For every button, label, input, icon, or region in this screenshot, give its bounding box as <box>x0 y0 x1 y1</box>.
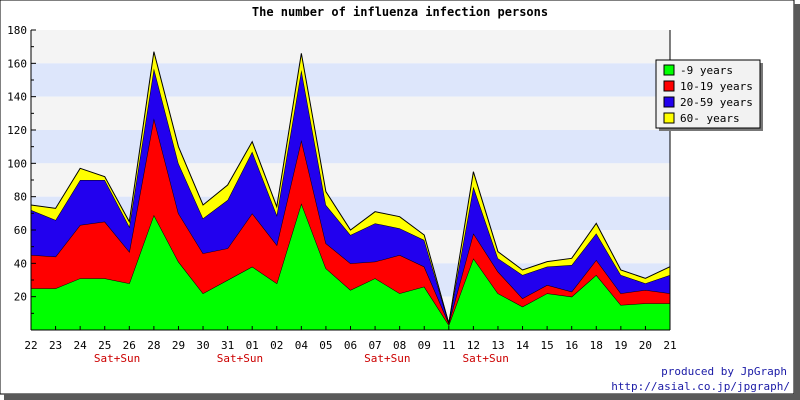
legend-swatch <box>663 96 675 108</box>
x-tick-label: 20 <box>639 339 652 352</box>
x-tick-label: 05 <box>319 339 332 352</box>
legend-swatch <box>663 64 675 76</box>
x-tick-label: 11 <box>442 339 455 352</box>
x-tick-label: 25 <box>98 339 111 352</box>
frame-shadow-bottom <box>4 394 800 400</box>
x-tick-label: 19 <box>614 339 627 352</box>
legend: -9 years 10-19 years 20-59 years 60- years <box>655 59 763 131</box>
y-tick-label: 20 <box>14 291 27 304</box>
x-tick-label: 29 <box>172 339 185 352</box>
frame-shadow-right <box>794 4 800 400</box>
x-tick-label: 08 <box>393 339 406 352</box>
series-line-3 <box>30 51 671 324</box>
y-tick-label: 140 <box>7 91 27 104</box>
x-tick-label: 21 <box>663 339 676 352</box>
grid-band <box>31 30 670 64</box>
legend-entry: 60- years <box>680 112 740 125</box>
x-tick-label: 22 <box>24 339 37 352</box>
x-tick-label: 16 <box>565 339 578 352</box>
weekend-label: Sat+Sun <box>462 352 508 365</box>
y-tick-label: 120 <box>7 124 27 137</box>
legend-entry: 10-19 years <box>680 80 753 93</box>
x-tick-label: 01 <box>246 339 259 352</box>
y-tick-label: 60 <box>14 224 27 237</box>
grid-band <box>31 63 670 97</box>
x-tick-label: 15 <box>540 339 553 352</box>
x-tick-label: 23 <box>49 339 62 352</box>
x-tick-label: 14 <box>516 339 530 352</box>
x-tick-label: 26 <box>123 339 136 352</box>
chart-title: The number of influenza infection person… <box>252 5 548 19</box>
legend-entry: -9 years <box>680 64 733 77</box>
x-tick-label: 02 <box>270 339 283 352</box>
y-tick-label: 40 <box>14 257 27 270</box>
y-tick-label: 160 <box>7 57 27 70</box>
area-series-1 <box>31 118 670 325</box>
x-tick-label: 28 <box>147 339 160 352</box>
grid-band <box>31 163 670 197</box>
x-tick-label: 18 <box>590 339 603 352</box>
x-tick-label: 13 <box>491 339 504 352</box>
plot-areas <box>30 51 671 330</box>
credit-line-1: produced by JpGraph <box>661 365 787 378</box>
x-tick-label: 04 <box>295 339 309 352</box>
legend-swatch <box>663 112 675 124</box>
weekend-label: Sat+Sun <box>364 352 410 365</box>
y-tick-label: 80 <box>14 191 27 204</box>
x-tick-label: 31 <box>221 339 234 352</box>
credit-link[interactable]: http://asial.co.jp/jpgraph/ <box>611 380 790 393</box>
x-tick-label: 30 <box>196 339 209 352</box>
y-tick-label: 180 <box>7 24 27 37</box>
x-tick-label: 12 <box>467 339 480 352</box>
weekend-label: Sat+Sun <box>94 352 140 365</box>
x-tick-label: 06 <box>344 339 357 352</box>
area-series-0 <box>31 203 670 330</box>
x-tick-label: 24 <box>74 339 88 352</box>
grid-band <box>31 130 670 164</box>
legend-swatch <box>663 80 675 92</box>
x-tick-label: 09 <box>418 339 431 352</box>
grid-band <box>31 96 670 130</box>
y-tick-label: 100 <box>7 157 27 170</box>
x-tick-label: 07 <box>368 339 381 352</box>
axis-labels: 20 40 60 80 100 120 140 160 180 22 23 24 25 26 28 29 30 3… <box>7 24 677 365</box>
legend-entry: 20-59 years <box>680 96 753 109</box>
weekend-label: Sat+Sun <box>217 352 263 365</box>
